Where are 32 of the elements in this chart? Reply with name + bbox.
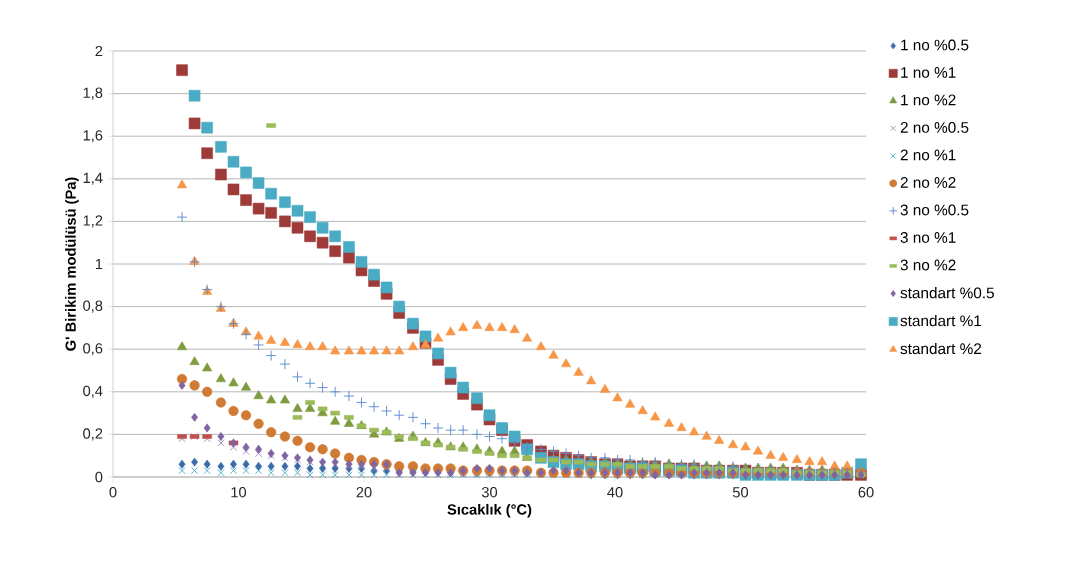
x-tick-label: 0 — [109, 487, 117, 498]
x-axis-title: Sıcaklık (°C) — [447, 503, 532, 518]
y-tick-label: 1,4 — [83, 172, 103, 185]
legend-label: 2 no %1 — [900, 149, 956, 161]
legend-label: standart %0.5 — [900, 287, 994, 299]
x-tick-label: 30 — [481, 487, 498, 498]
x-tick-label: 10 — [231, 487, 247, 498]
y-axis-title: G' Birikim modülüsü (Pa) — [65, 177, 79, 351]
legend-label: standart %1 — [900, 314, 982, 327]
y-tick-label: 1,6 — [83, 130, 103, 143]
y-tick-label: 0,8 — [83, 300, 103, 313]
y-tick-label: 2 — [95, 45, 103, 57]
legend-label: 3 no %0.5 — [900, 204, 969, 216]
legend-label: standart %2 — [900, 342, 982, 355]
legend-label: 2 no %2 — [900, 177, 956, 188]
y-tick-label: 0,4 — [83, 385, 103, 398]
x-tick-label: 60 — [858, 487, 874, 498]
y-tick-label: 1,8 — [83, 87, 103, 100]
legend-label: 1 no %0.5 — [901, 39, 969, 51]
x-tick-label: 50 — [732, 487, 749, 498]
x-tick-label: 20 — [356, 487, 372, 498]
legend-label: 1 no %1 — [901, 67, 956, 78]
legend-label: 2 no %0.5 — [900, 122, 969, 133]
legend-label: 3 no %2 — [900, 259, 956, 271]
x-tick-label: 40 — [607, 487, 623, 498]
legend-label: 1 no %2 — [901, 94, 956, 106]
y-tick-label: 1 — [95, 258, 103, 270]
y-tick-label: 0,2 — [83, 428, 103, 441]
y-tick-label: 0 — [95, 471, 103, 483]
y-tick-label: 0,6 — [83, 343, 103, 356]
y-tick-label: 1,2 — [83, 215, 103, 228]
legend-label: 3 no %1 — [900, 232, 956, 243]
